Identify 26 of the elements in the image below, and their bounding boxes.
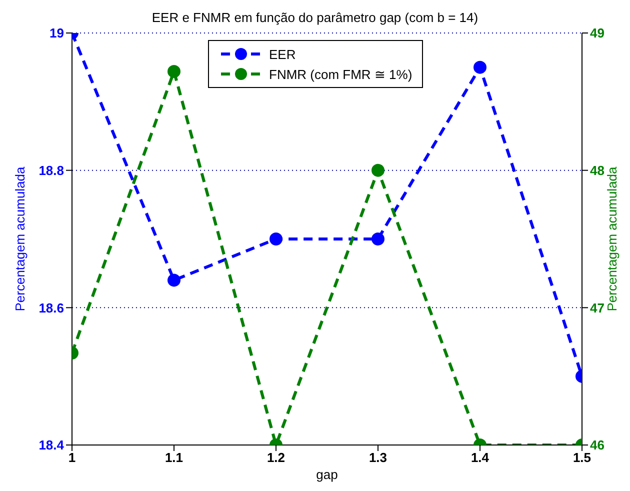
legend-label: EER	[269, 46, 296, 62]
x-tick-label: 1.4	[470, 450, 490, 466]
y-tick-label: 18.4	[38, 438, 65, 453]
y2-tick-label: 48	[590, 162, 604, 178]
point	[372, 232, 384, 246]
y-axis-title: Percentagem acumulada	[12, 166, 28, 312]
y2-tick-label: 46	[590, 438, 604, 453]
point	[372, 164, 384, 177]
x-tick-label: 1.5	[572, 450, 592, 466]
y-tick-label: 18.6	[38, 300, 64, 316]
point	[168, 274, 180, 287]
x-axis-title: gap	[316, 467, 338, 482]
x-tick-label: 1	[68, 450, 76, 466]
legend-label: FNMR (com FMR ≅ 1%)	[269, 66, 412, 82]
y2-tick-label: 47	[590, 300, 604, 316]
x-tick-label: 1.1	[164, 450, 184, 466]
point	[474, 60, 486, 74]
y2-axis-title: Percentagem acumulada	[604, 166, 620, 312]
chart-title: EER e FNMR em função do parâmetro gap (com b = 14)	[150, 10, 480, 25]
point	[168, 64, 180, 78]
y-tick-label: 18.8	[38, 162, 64, 178]
y2-tick-label: 49	[590, 26, 604, 41]
point	[270, 232, 282, 246]
x-tick-label: 1.3	[368, 450, 388, 466]
x-tick-label: 1.2	[266, 450, 286, 466]
y-tick-label: 19	[50, 26, 64, 41]
